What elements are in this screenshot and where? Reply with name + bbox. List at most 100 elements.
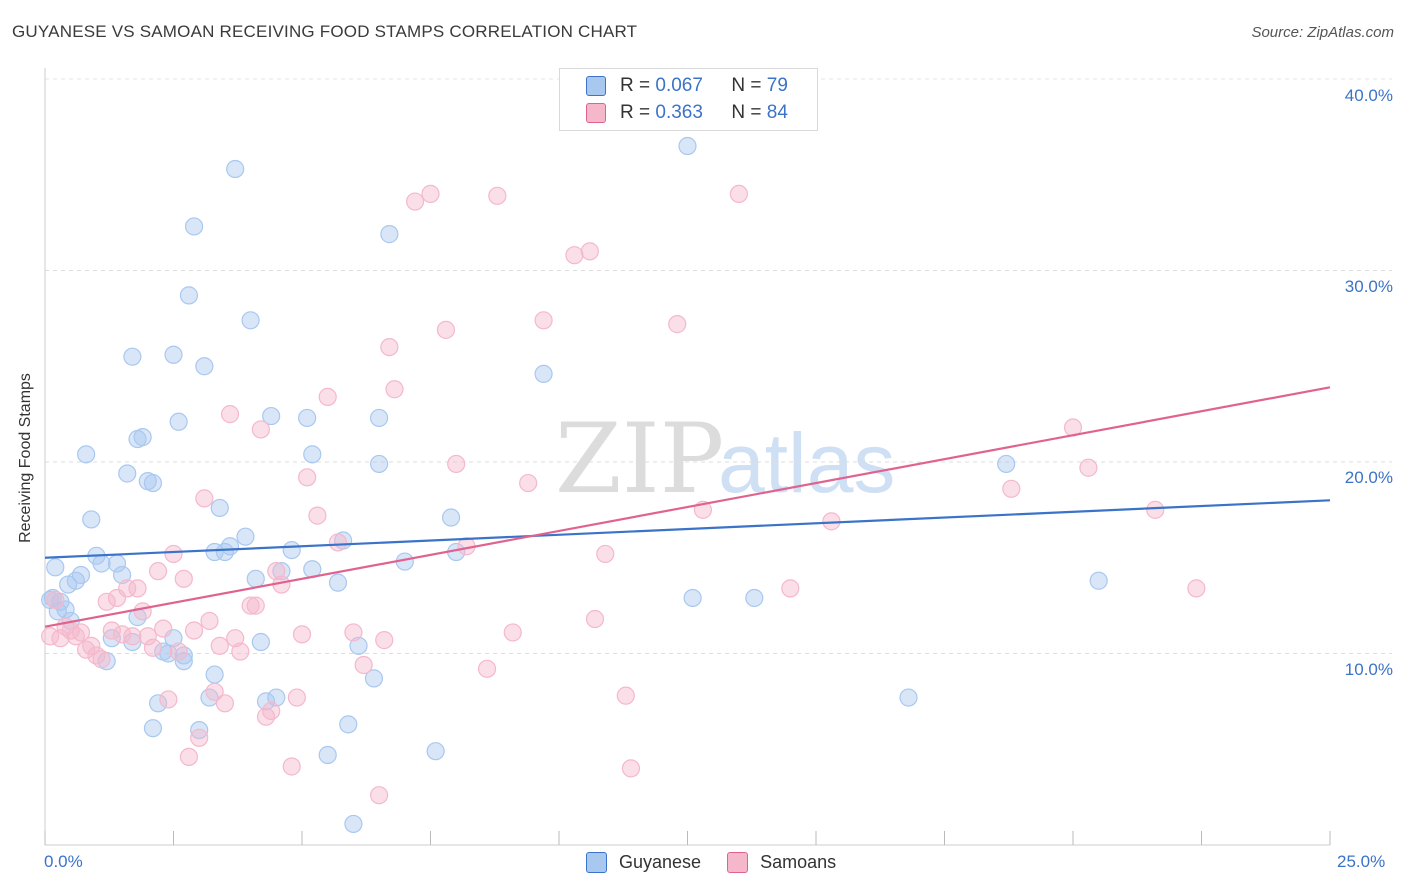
- legend-row-samoans: R = 0.363 N = 84: [586, 101, 788, 125]
- data-point: [292, 625, 312, 644]
- data-point: [82, 636, 101, 655]
- data-point: [328, 533, 348, 552]
- data-point: [148, 562, 168, 581]
- data-point: [190, 728, 209, 747]
- data-point: [51, 629, 70, 648]
- data-point: [174, 652, 193, 671]
- data-point: [683, 588, 702, 608]
- data-point: [262, 701, 281, 721]
- x-tick-label-max: 25.0%: [1337, 852, 1386, 871]
- data-point: [215, 542, 234, 562]
- data-point: [82, 510, 101, 529]
- data-point: [272, 562, 291, 581]
- data-point: [231, 642, 250, 661]
- data-point: [308, 506, 327, 525]
- data-point: [179, 286, 199, 305]
- data-point: [447, 454, 466, 474]
- data-point: [899, 688, 918, 707]
- data-point: [236, 527, 255, 546]
- source-label: Source: ZipAtlas.com: [1251, 24, 1394, 41]
- data-point: [251, 420, 270, 439]
- data-point: [287, 688, 306, 707]
- data-point: [303, 445, 322, 464]
- data-point: [226, 629, 245, 648]
- data-point: [997, 454, 1016, 474]
- legend-label: Guyanese: [619, 852, 702, 872]
- watermark-zip: ZIP: [555, 403, 724, 515]
- data-point: [328, 573, 348, 592]
- legend-item-samoans[interactable]: Samoans: [727, 852, 836, 873]
- y-tick-label: 40.0%: [1344, 86, 1393, 105]
- data-point: [184, 621, 204, 640]
- data-point: [375, 630, 394, 650]
- legend-swatch: [586, 852, 607, 873]
- data-point: [190, 720, 209, 740]
- data-point: [354, 655, 373, 675]
- legend-row-guyanese: R = 0.067 N = 79: [586, 74, 788, 98]
- data-point: [169, 412, 188, 431]
- data-point: [436, 320, 456, 339]
- r-value: 0.067: [655, 75, 703, 96]
- data-point: [118, 464, 137, 483]
- data-point: [154, 619, 173, 638]
- data-point: [426, 742, 445, 761]
- data-point: [596, 544, 615, 564]
- data-point: [668, 315, 687, 334]
- series-legend: Guyanese Samoans: [586, 852, 862, 873]
- data-point: [118, 579, 137, 598]
- data-point: [282, 757, 301, 776]
- data-point: [59, 575, 78, 594]
- data-point: [179, 747, 199, 767]
- data-point: [1079, 458, 1098, 477]
- n-value: 84: [766, 102, 788, 123]
- n-label: N =: [731, 75, 762, 96]
- data-point: [344, 814, 363, 834]
- y-tick-label: 30.0%: [1344, 277, 1393, 296]
- data-point: [174, 569, 193, 588]
- data-point: [123, 627, 142, 646]
- data-point: [441, 508, 461, 527]
- data-point: [565, 246, 584, 265]
- data-point: [534, 364, 553, 384]
- r-label: R =: [620, 75, 651, 96]
- data-point: [267, 688, 286, 707]
- data-point: [1089, 571, 1108, 590]
- r-value: 0.363: [655, 102, 703, 123]
- data-point: [133, 602, 152, 621]
- chart-title: GUYANESE VS SAMOAN RECEIVING FOOD STAMPS…: [12, 22, 638, 41]
- data-point: [102, 621, 121, 640]
- data-point: [143, 473, 163, 493]
- data-point: [97, 592, 116, 611]
- data-point: [385, 380, 404, 399]
- data-point: [143, 719, 163, 738]
- data-point: [519, 473, 538, 493]
- data-point: [148, 694, 168, 713]
- data-point: [339, 715, 358, 734]
- data-point: [215, 694, 234, 713]
- data-point: [678, 136, 697, 156]
- correlation-legend: R = 0.067 N = 79 R = 0.363 N = 84: [559, 68, 818, 131]
- watermark-atlas: atlas: [718, 416, 895, 510]
- data-point: [421, 184, 440, 203]
- data-point: [405, 192, 425, 211]
- data-point: [1146, 500, 1165, 519]
- data-point: [205, 665, 224, 684]
- data-point: [200, 611, 219, 631]
- legend-swatch: [586, 76, 606, 96]
- data-point: [344, 623, 363, 642]
- data-point: [503, 623, 522, 642]
- data-point: [46, 590, 65, 609]
- data-point: [184, 217, 204, 236]
- data-point: [616, 686, 635, 705]
- data-point: [488, 186, 507, 205]
- y-tick-label: 10.0%: [1344, 660, 1393, 679]
- data-point: [256, 707, 276, 726]
- data-point: [370, 786, 389, 805]
- legend-item-guyanese[interactable]: Guyanese: [586, 852, 701, 873]
- data-point: [318, 387, 337, 406]
- data-point: [210, 498, 229, 518]
- data-point: [128, 579, 147, 598]
- data-point: [380, 338, 399, 357]
- data-point: [138, 627, 157, 646]
